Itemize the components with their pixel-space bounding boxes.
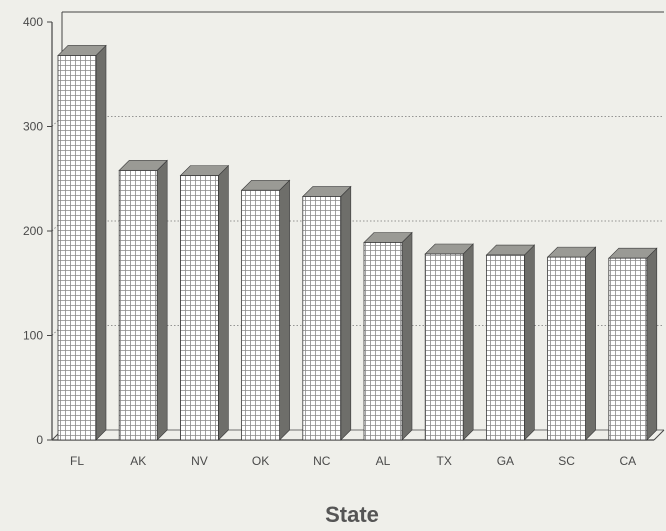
bar-front-face [179,175,219,441]
bar-side-face [646,247,658,441]
x-tick-label: CA [619,454,636,468]
bar-ak [118,159,168,441]
bar-front-face [424,253,464,441]
bar-side-face [585,246,596,441]
y-tick-label: 0 [36,433,43,447]
bar-side-face [218,164,229,441]
bar-front-face [302,196,342,441]
y-tick-label: 400 [23,15,43,29]
y-tick-label: 200 [23,224,43,238]
x-axis-title: State [325,502,379,527]
y-tick-label: 100 [23,329,43,343]
x-tick-label: AL [376,454,391,468]
bar-side-face [462,243,474,441]
bar-fl [57,44,107,441]
x-tick-label: NV [191,454,208,468]
bar-ok [240,179,291,441]
bars [57,44,658,441]
bar-side-face [524,244,535,441]
bar-front-face [118,169,158,441]
bar-nv [179,164,230,441]
bar-front-face [547,256,586,441]
bar-front-face [608,257,648,441]
bar-side-face [95,44,107,441]
bar-ga [485,244,536,441]
x-tick-label: TX [437,454,452,468]
bar-nc [302,185,352,441]
bar-side-face [279,179,290,441]
bar-front-face [57,55,97,441]
x-tick-label: FL [70,454,84,468]
bar-tx [424,243,474,441]
bar-front-face [485,254,525,441]
floor-right-edge [653,429,665,441]
y-tick-labels: 0 100 200 300 400 [23,15,43,447]
x-tick-labels: FL AK NV OK NC AL TX GA SC CA [70,454,636,468]
bar-front-face [363,242,403,441]
x-tick-label: GA [497,454,514,468]
x-tick-label: SC [558,454,575,468]
bar-ca [608,247,658,441]
x-tick-label: AK [130,454,146,468]
bar-side-face [156,159,168,441]
bar-side-face [340,185,352,441]
bar-front-face [241,189,281,441]
x-tick-label: OK [252,454,269,468]
bar-al [363,231,413,441]
y-tick-label: 300 [23,120,43,134]
bar-sc [546,246,597,441]
bar-side-face [401,231,413,441]
x-tick-label: NC [313,454,331,468]
